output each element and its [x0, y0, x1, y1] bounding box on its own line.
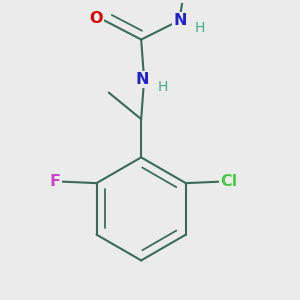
Text: H: H [194, 21, 205, 35]
Text: F: F [50, 174, 61, 189]
Text: Cl: Cl [220, 174, 237, 189]
Text: H: H [158, 80, 168, 94]
Text: N: N [136, 72, 149, 87]
Text: O: O [89, 11, 103, 26]
Text: N: N [173, 13, 187, 28]
